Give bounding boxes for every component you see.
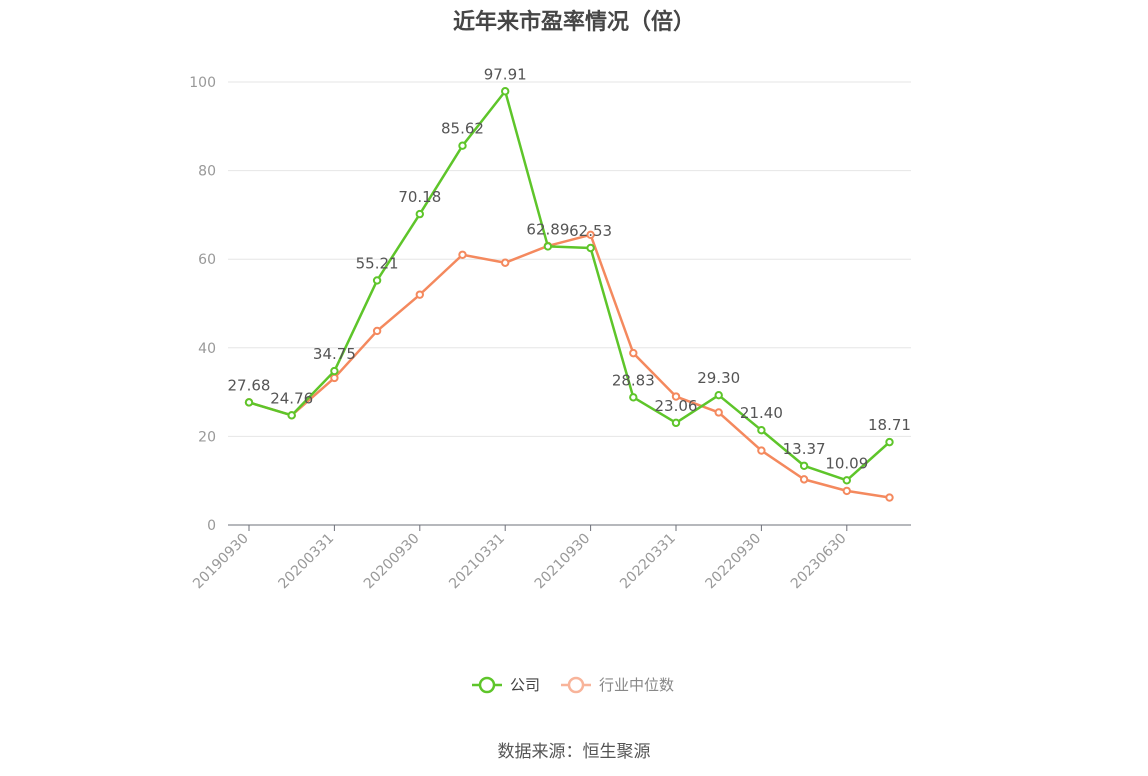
data-point [842, 476, 851, 485]
data-label: 28.83 [612, 371, 655, 389]
x-tick-label: 20190930 [190, 531, 252, 593]
x-tick-label: 20210930 [532, 531, 594, 593]
x-tick-label: 20200331 [276, 531, 338, 593]
data-point [757, 425, 766, 435]
x-tick-label: 20210331 [446, 531, 508, 593]
chart-title: 近年来市盈率情况（倍） [452, 10, 695, 35]
y-tick-label: 20 [198, 429, 216, 445]
y-tick-label: 40 [198, 341, 216, 357]
legend-label: 公司 [510, 676, 540, 694]
data-label: 62.53 [569, 222, 612, 240]
data-point [330, 373, 339, 383]
x-tick-label: 20220930 [703, 531, 765, 593]
data-label: 27.68 [228, 376, 271, 394]
data-label: 29.30 [697, 369, 740, 387]
x-tick-label: 20200930 [361, 531, 423, 593]
y-tick-label: 60 [198, 252, 216, 268]
grid-lines [228, 81, 911, 437]
data-label: 85.62 [441, 120, 484, 138]
data-label: 13.37 [783, 440, 826, 458]
data-point [501, 258, 510, 267]
legend: 公司 行业中位数 [472, 676, 674, 694]
data-label: 34.75 [313, 345, 356, 363]
data-point [458, 141, 467, 150]
legend-label: 行业中位数 [599, 676, 674, 694]
data-point [842, 486, 851, 496]
series-layer [244, 87, 894, 502]
data-label: 70.18 [398, 188, 441, 206]
data-point [372, 326, 382, 336]
data-source: 数据来源：恒生聚源 [497, 742, 651, 762]
data-label: 18.71 [868, 416, 911, 434]
data-point [714, 391, 723, 400]
axes: 0 20 40 60 80 100 20190930 20200331 20200930 2021… [189, 75, 911, 592]
data-label: 24.76 [270, 389, 313, 407]
data-label: 55.21 [356, 254, 399, 272]
data-point [415, 209, 424, 219]
legend-swatch-marker [567, 676, 585, 694]
y-tick-label: 0 [207, 518, 216, 534]
data-point [287, 411, 296, 420]
x-tick-label: 20220331 [617, 531, 679, 593]
data-point [244, 398, 254, 407]
series-line-1 [248, 233, 890, 499]
y-tick-label: 80 [198, 164, 216, 180]
data-point [885, 437, 894, 447]
data-label: 10.09 [825, 454, 868, 472]
legend-swatch-marker [478, 676, 496, 694]
data-point [372, 276, 382, 285]
data-point [671, 392, 681, 401]
data-point [757, 446, 766, 455]
data-point [501, 87, 510, 96]
data-point [714, 408, 723, 417]
data-point [799, 475, 809, 484]
x-tick-label: 20230630 [788, 531, 850, 593]
data-point [671, 418, 681, 428]
data-point [415, 290, 424, 299]
data-point [586, 243, 595, 253]
data-point [885, 493, 894, 502]
series-line-0 [248, 90, 891, 482]
y-tick-label: 100 [189, 75, 216, 91]
data-label: 21.40 [740, 404, 783, 422]
data-label: 97.91 [484, 65, 527, 83]
data-point [458, 250, 467, 259]
data-label: 23.06 [655, 397, 698, 415]
data-point [543, 242, 553, 251]
data-point [799, 461, 809, 470]
data-point [629, 348, 638, 358]
data-label: 62.89 [526, 220, 569, 238]
data-point [629, 393, 638, 402]
data-point [330, 366, 339, 376]
data-point [586, 230, 595, 240]
